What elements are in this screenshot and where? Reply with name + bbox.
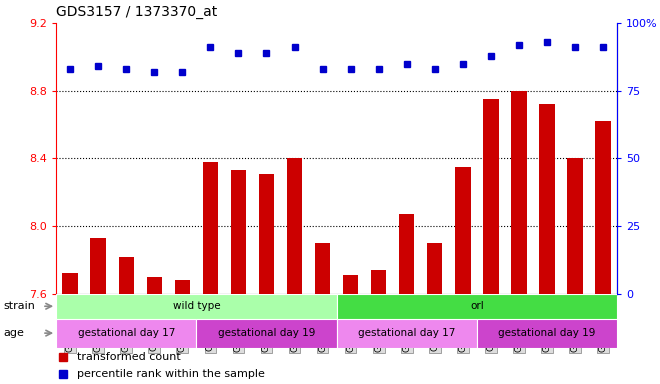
Bar <box>63 273 78 294</box>
Bar <box>287 158 302 294</box>
Text: gestational day 17: gestational day 17 <box>77 328 175 338</box>
Bar <box>147 277 162 294</box>
Bar <box>539 104 554 294</box>
Bar <box>568 158 583 294</box>
Bar <box>455 167 471 294</box>
Bar <box>197 319 337 348</box>
Text: gestational day 19: gestational day 19 <box>498 328 596 338</box>
Bar <box>56 319 197 348</box>
Text: orl: orl <box>470 301 484 311</box>
Bar <box>56 294 337 319</box>
Bar <box>119 257 134 294</box>
Bar <box>259 174 274 294</box>
Text: gestational day 17: gestational day 17 <box>358 328 455 338</box>
Bar <box>231 170 246 294</box>
Bar <box>315 243 330 294</box>
Bar <box>90 238 106 294</box>
Bar <box>427 243 442 294</box>
Text: GDS3157 / 1373370_at: GDS3157 / 1373370_at <box>56 5 217 19</box>
Bar <box>512 91 527 294</box>
Bar <box>595 121 611 294</box>
Bar <box>399 214 414 294</box>
Bar <box>337 294 617 319</box>
Text: gestational day 19: gestational day 19 <box>218 328 315 338</box>
Bar <box>203 162 218 294</box>
Text: percentile rank within the sample: percentile rank within the sample <box>77 369 265 379</box>
Text: age: age <box>3 328 24 338</box>
Bar <box>337 319 477 348</box>
Text: wild type: wild type <box>172 301 220 311</box>
Bar <box>477 319 617 348</box>
Bar <box>483 99 498 294</box>
Bar <box>175 280 190 294</box>
Bar <box>343 275 358 294</box>
Bar <box>371 270 386 294</box>
Text: transformed count: transformed count <box>77 352 181 362</box>
Text: strain: strain <box>3 301 35 311</box>
